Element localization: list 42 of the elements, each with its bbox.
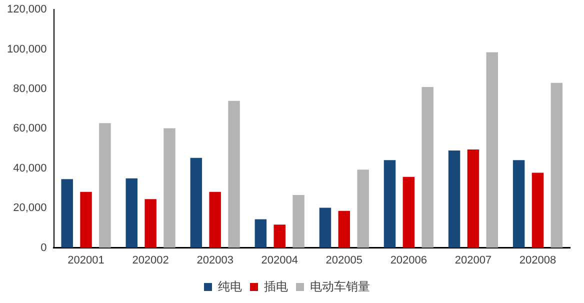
bar: [126, 178, 138, 248]
bar: [254, 219, 267, 248]
bar: [319, 208, 332, 248]
x-tick-label: 202001: [68, 254, 104, 266]
x-tick-label: 202002: [132, 254, 169, 266]
bar: [467, 150, 480, 248]
bar: [338, 210, 350, 248]
x-tick-label: 202006: [390, 254, 428, 266]
bar: [357, 170, 369, 248]
x-tick-label: 202003: [196, 254, 234, 266]
bar: [99, 123, 111, 248]
y-tick-label: 100,000: [6, 43, 47, 56]
bar: [292, 195, 304, 248]
bar: [402, 176, 415, 248]
bar: [274, 224, 286, 248]
bar: [164, 128, 176, 248]
bar: [80, 192, 92, 248]
bar: [190, 158, 202, 248]
bar: [486, 52, 498, 248]
bar: [422, 87, 434, 248]
bar: [512, 160, 525, 248]
bar: [448, 150, 460, 248]
legend-label: 电动车销量: [310, 279, 370, 294]
legend-label: 插电: [264, 279, 288, 294]
bar: [550, 82, 563, 248]
y-tick-label: 60,000: [13, 122, 47, 135]
legend-label: 纯电: [218, 279, 242, 294]
y-tick-label: 40,000: [13, 162, 47, 174]
x-tick-label: 202008: [519, 254, 556, 266]
bar: [384, 160, 396, 248]
x-tick-label: 202004: [261, 254, 298, 266]
bar: [228, 100, 240, 248]
x-tick-label: 202005: [326, 254, 363, 266]
y-tick-label: 0: [40, 242, 47, 254]
bar: [61, 179, 73, 248]
bar: [144, 199, 156, 248]
bar: [532, 172, 544, 248]
y-tick-label: 20,000: [13, 202, 47, 214]
x-tick-label: 202007: [454, 254, 492, 266]
y-tick-label: 80,000: [13, 83, 47, 96]
bar: [209, 192, 221, 248]
y-tick-label: 120,000: [6, 4, 47, 16]
